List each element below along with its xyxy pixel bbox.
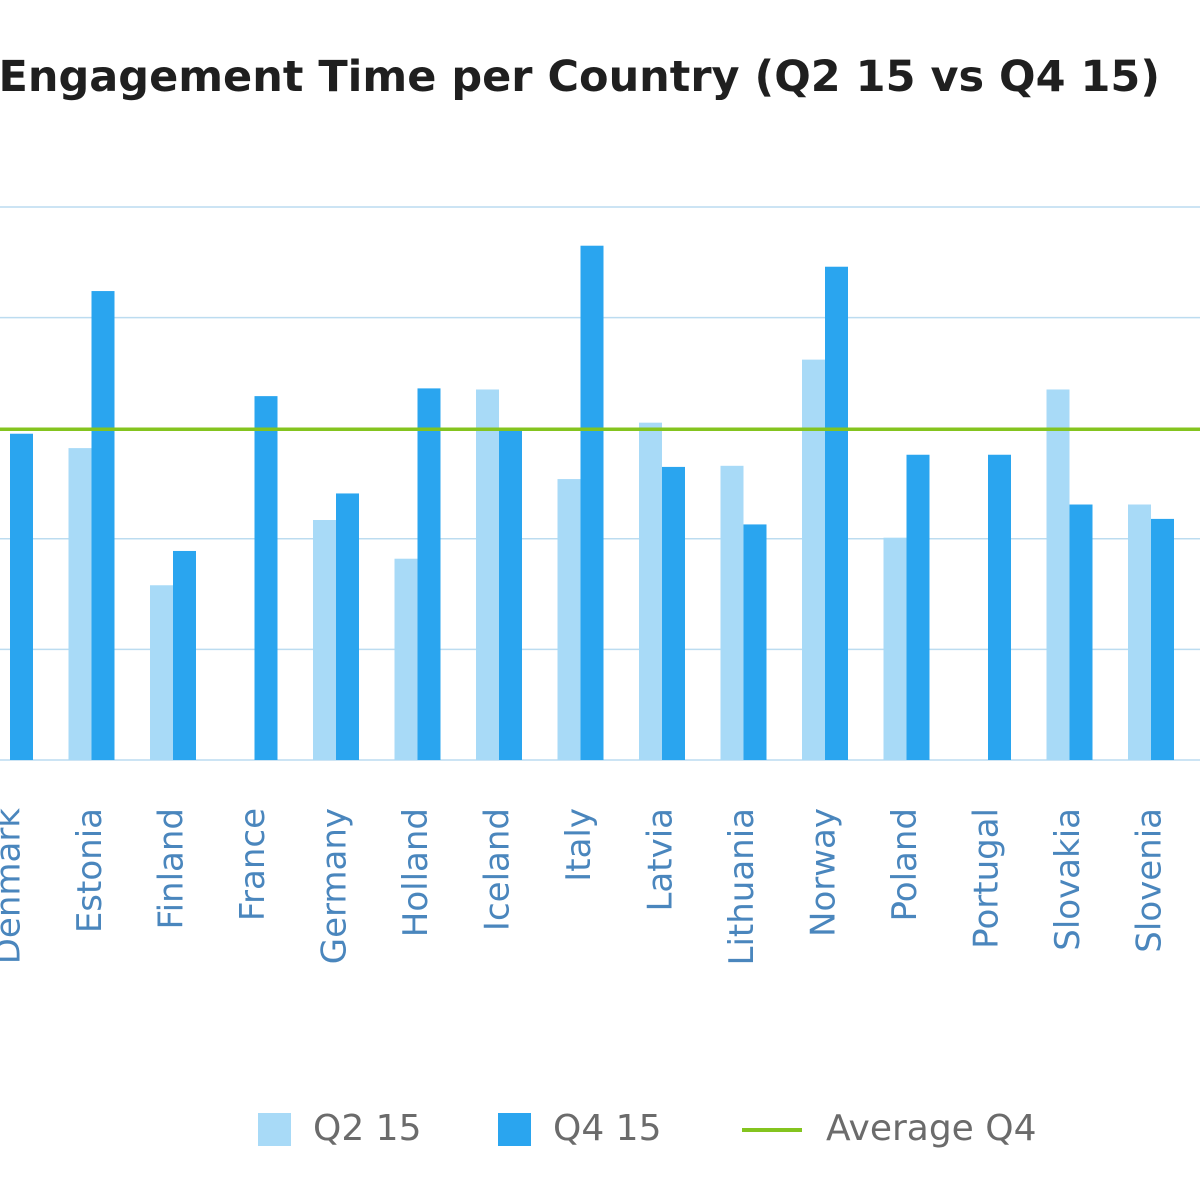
x-tick-label: France bbox=[233, 808, 273, 921]
x-tick-label: Portugal bbox=[967, 808, 1007, 949]
bar-q2-15-slovenia bbox=[1128, 504, 1151, 760]
bar-q2-15-italy bbox=[557, 479, 581, 760]
x-tick-label: Germany bbox=[315, 808, 355, 964]
x-tick-label: Denmark bbox=[0, 808, 29, 965]
legend-swatch-q4 bbox=[498, 1113, 531, 1146]
x-tick-label: Finland bbox=[152, 808, 192, 930]
bar-q4-15-denmark bbox=[10, 433, 33, 760]
bar-q2-15-slovakia bbox=[1046, 389, 1070, 760]
bars bbox=[10, 245, 1174, 760]
x-tick-label: Slovenia bbox=[1130, 808, 1170, 953]
legend-swatch-q2 bbox=[258, 1113, 291, 1146]
legend: Q2 15 Q4 15 Average Q4 bbox=[258, 1108, 1037, 1149]
bar-q4-15-germany bbox=[336, 493, 359, 760]
bar-q4-15-slovenia bbox=[1151, 518, 1174, 760]
x-tick-label: Italy bbox=[559, 808, 599, 882]
bar-q2-15-iceland bbox=[476, 389, 499, 760]
bar-q2-15-lithuania bbox=[720, 465, 744, 760]
bar-q2-15-holland bbox=[394, 558, 418, 760]
x-tick-label: Norway bbox=[804, 808, 844, 937]
bar-q4-15-iceland bbox=[499, 429, 522, 760]
bar-q4-15-slovakia bbox=[1069, 504, 1093, 760]
x-tick-label: Lithuania bbox=[722, 808, 762, 965]
bar-q2-15-norway bbox=[802, 359, 825, 760]
x-tick-label: Holland bbox=[396, 808, 436, 937]
bar-q4-15-france bbox=[254, 396, 278, 760]
bar-q4-15-norway bbox=[825, 266, 848, 760]
bar-q4-15-portugal bbox=[988, 454, 1011, 760]
bar-q4-15-lithuania bbox=[743, 524, 767, 760]
x-axis-labels: Denmark Estonia Finland France Germany Hollan… bbox=[0, 808, 1170, 966]
bar-q4-15-finland bbox=[173, 550, 196, 760]
chart-title: e Engagement Time per Country (Q2 15 vs … bbox=[0, 52, 1160, 102]
legend-label-average: Average Q4 bbox=[826, 1108, 1037, 1149]
x-tick-label: Slovakia bbox=[1048, 808, 1088, 951]
bar-q4-15-holland bbox=[417, 388, 441, 760]
legend-label-q4: Q4 15 bbox=[553, 1108, 662, 1149]
bar-q2-15-germany bbox=[313, 519, 336, 760]
bar-q4-15-latvia bbox=[662, 466, 685, 760]
bar-q2-15-finland bbox=[150, 585, 173, 760]
x-tick-label: Iceland bbox=[478, 808, 518, 931]
x-tick-label: Latvia bbox=[641, 808, 681, 912]
bar-q4-15-poland bbox=[906, 454, 930, 760]
x-tick-label: Estonia bbox=[70, 808, 110, 933]
bar-q2-15-latvia bbox=[639, 422, 662, 760]
x-tick-label: Poland bbox=[885, 808, 925, 922]
bar-q2-15-estonia bbox=[68, 448, 92, 760]
legend-label-q2: Q2 15 bbox=[313, 1108, 422, 1149]
bar-q4-15-italy bbox=[580, 245, 604, 760]
bar-q4-15-estonia bbox=[91, 291, 115, 760]
bar-q2-15-poland bbox=[883, 537, 907, 760]
